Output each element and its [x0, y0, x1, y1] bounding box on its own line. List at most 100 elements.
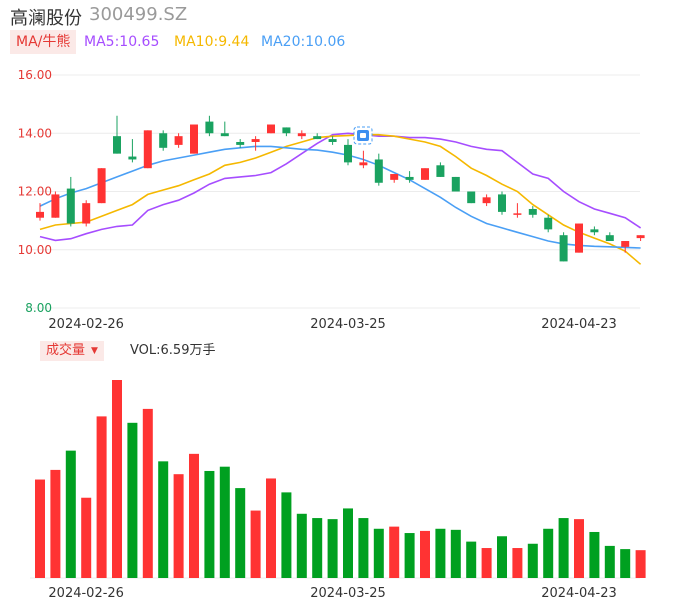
candle: [66, 176, 75, 227]
candle-body: [467, 191, 476, 204]
candle-body: [559, 235, 568, 262]
stock-name: 高澜股份: [10, 8, 82, 29]
candle: [205, 115, 214, 137]
candle-body: [528, 208, 537, 215]
candle-body: [113, 136, 121, 154]
candle: [113, 115, 121, 154]
candle-body: [451, 176, 460, 192]
candle-body: [605, 235, 614, 242]
volume-bar: [127, 422, 138, 578]
candle-body: [282, 127, 291, 134]
volume-bar: [35, 479, 45, 578]
candle-body: [513, 213, 522, 215]
volume-bar: [635, 550, 646, 578]
volume-bar: [420, 530, 430, 578]
candles: [36, 115, 645, 262]
volume-bar: [281, 492, 292, 578]
volume-bar: [81, 497, 92, 578]
candle: [482, 194, 491, 207]
x-tick-label: 2024-04-23: [541, 317, 617, 332]
candle-body: [82, 203, 91, 224]
candle: [328, 136, 337, 145]
candle: [498, 191, 506, 215]
volume-bar: [435, 528, 446, 578]
ma5-legend: MA5:10.65: [84, 34, 160, 50]
volume-bar: [250, 510, 261, 578]
candle: [36, 203, 44, 221]
ma10-legend: MA10:9.44: [174, 34, 250, 50]
candle-body: [220, 133, 229, 137]
volume-x-tick-label: 2024-04-23: [541, 586, 617, 601]
candle: [190, 124, 198, 154]
candle-body: [544, 217, 553, 230]
event-marker-icon[interactable]: [353, 126, 373, 145]
ma20-legend: MA20:10.06: [261, 34, 346, 50]
candle-body: [374, 159, 383, 183]
candle-body: [143, 130, 152, 169]
candle-body: [405, 176, 414, 180]
candle-body: [436, 165, 445, 177]
stock-code: 300499.SZ: [89, 4, 188, 25]
volume-bar: [574, 519, 584, 578]
volume-bar: [219, 466, 230, 578]
volume-bar: [466, 541, 477, 578]
volume-bar: [142, 408, 153, 578]
candle-body: [313, 136, 322, 140]
volume-bar: [481, 548, 492, 578]
volume-bar: [558, 518, 569, 578]
volume-bar: [543, 528, 554, 578]
candle: [436, 162, 445, 177]
axes: 2024-02-26 2024-03-25 2024-04-23 2024-02-26…: [30, 317, 640, 601]
volume-indicator-selector[interactable]: 成交量 ▼: [40, 341, 104, 361]
candle: [421, 168, 429, 180]
candle-body: [51, 194, 60, 218]
volume-tag-label: 成交量: [46, 343, 86, 358]
candle: [220, 121, 229, 137]
candle: [636, 235, 645, 242]
volume-bar: [235, 488, 246, 578]
candle-body: [590, 229, 599, 233]
candle-body: [159, 133, 168, 148]
ma10-line: [39, 133, 642, 265]
candle-body: [190, 124, 198, 154]
candle-body: [344, 144, 352, 163]
candle: [528, 206, 537, 218]
ma-indicator-selector[interactable]: MA/牛熊: [10, 30, 77, 54]
candle: [267, 124, 275, 134]
candle: [51, 191, 60, 218]
ma-lines: [39, 132, 642, 265]
candle: [344, 139, 352, 166]
y-tick-label: 12.00: [18, 185, 52, 199]
volume-bar: [112, 380, 122, 578]
candle-body: [267, 124, 275, 134]
volume-bar: [266, 478, 276, 578]
ma5-line: [39, 132, 642, 242]
volume-bar: [189, 453, 199, 578]
ma20-line: [39, 145, 641, 249]
dropdown-arrow-icon: ▼: [91, 346, 98, 356]
y-tick-label: 14.00: [18, 126, 52, 140]
volume-bar: [96, 416, 107, 578]
volume-bar: [50, 469, 61, 578]
candle-body: [297, 133, 306, 137]
volume-bar: [296, 513, 307, 578]
candle: [605, 232, 614, 242]
candle-body: [97, 168, 106, 204]
y-tick-label: 16.00: [18, 68, 52, 82]
candle-body: [482, 197, 491, 204]
volume-bar: [158, 461, 169, 578]
candle: [359, 150, 368, 169]
volume-bar: [512, 548, 523, 578]
candle: [451, 176, 460, 192]
candle-body: [621, 241, 630, 247]
candle-body: [36, 211, 44, 218]
x-tick-label: 2024-03-25: [310, 317, 386, 332]
candle-body: [128, 156, 137, 160]
volume-bar: [604, 545, 615, 578]
candle: [251, 136, 260, 151]
volume-bar: [65, 450, 76, 578]
volume-bar: [204, 470, 215, 578]
volume-bar: [404, 533, 415, 578]
volume-x-tick-label: 2024-02-26: [48, 586, 124, 601]
candle: [405, 171, 414, 183]
